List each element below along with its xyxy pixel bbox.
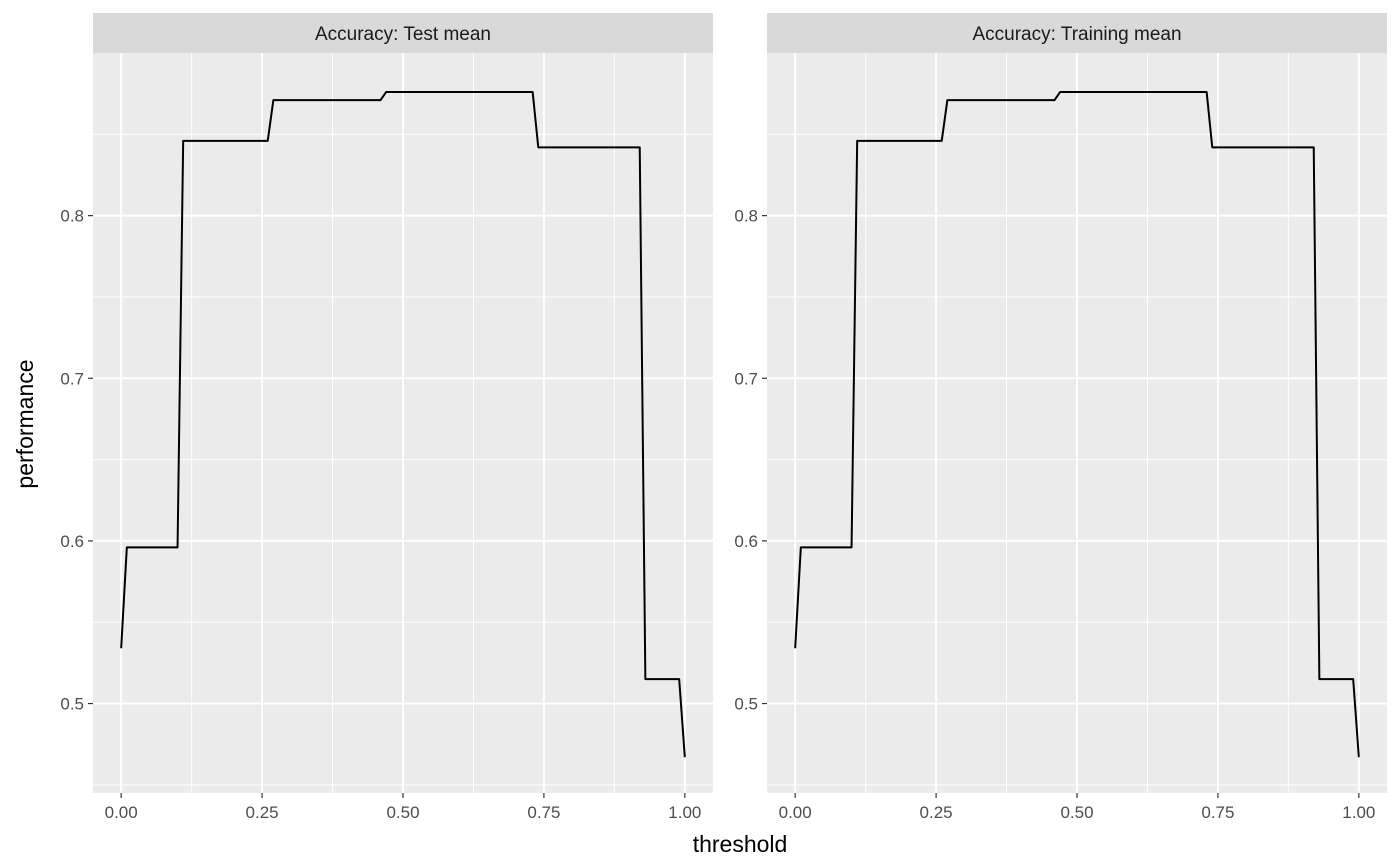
facet-strip <box>93 13 713 53</box>
x-tick-label: 0.25 <box>246 803 279 822</box>
x-tick-label: 1.00 <box>1342 803 1375 822</box>
y-tick-label: 0.6 <box>734 532 758 551</box>
x-tick-label: 0.50 <box>386 803 419 822</box>
x-tick-label: 0.00 <box>105 803 138 822</box>
series-line <box>120 91 686 758</box>
x-tick-label: 0.75 <box>527 803 560 822</box>
y-tick-label: 0.6 <box>60 532 84 551</box>
y-axis-title: performance <box>12 359 38 488</box>
facet-panel-1: Accuracy: Test mean 0.00 0.25 0.50 0.75 1.00 0… <box>60 13 713 822</box>
x-tick-label: 1.00 <box>668 803 701 822</box>
y-tick-label: 0.8 <box>734 207 758 226</box>
x-tick-label: 0.00 <box>779 803 812 822</box>
series-line <box>794 91 1360 758</box>
x-tick-label: 0.75 <box>1201 803 1234 822</box>
y-tick-label: 0.7 <box>60 369 84 388</box>
x-tick-label: 0.50 <box>1060 803 1093 822</box>
facet-strip-title: Accuracy: Training mean <box>972 24 1181 45</box>
y-tick-label: 0.7 <box>734 369 758 388</box>
facet-strip <box>767 13 1387 53</box>
facet-panel-2: Accuracy: Training mean 0.00 0.25 0.50 0.75 1… <box>734 13 1387 822</box>
y-tick-label: 0.5 <box>60 695 84 714</box>
facet-panels: Accuracy: Test mean 0.00 0.25 0.50 0.75 1.00 0… <box>60 13 1387 822</box>
x-axis-title: threshold <box>693 831 788 857</box>
y-tick-label: 0.8 <box>60 207 84 226</box>
y-tick-label: 0.5 <box>734 695 758 714</box>
facet-strip-title: Accuracy: Test mean <box>315 24 491 45</box>
x-tick-label: 0.25 <box>920 803 953 822</box>
